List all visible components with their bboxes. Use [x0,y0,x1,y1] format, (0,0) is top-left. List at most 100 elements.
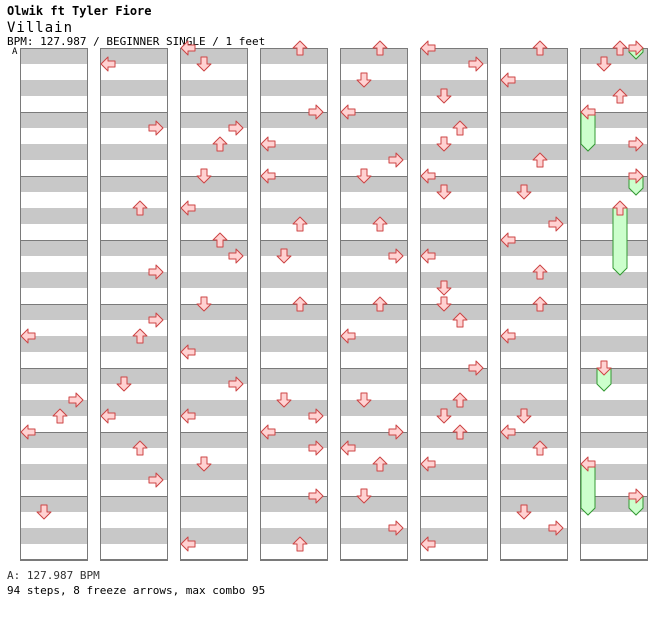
beat-stripe [100,368,168,384]
step-arrow-up [132,200,148,216]
step-arrow-right [228,120,244,136]
beat-stripe [500,464,568,480]
bpm-marker-label: A [12,47,18,57]
step-arrow-right [68,392,84,408]
beat-stripe [340,304,408,320]
beat-stripe [260,240,328,256]
step-arrow-left [500,72,516,88]
step-arrow-up [532,440,548,456]
beat-stripe [500,432,568,448]
beat-stripe [420,208,488,224]
step-arrow-left [180,40,196,56]
beat-stripe [20,432,88,448]
beat-stripe [580,432,648,448]
beat-stripe [580,144,648,160]
step-arrow-right [228,376,244,392]
step-arrow-down [196,168,212,184]
beat-stripe [260,528,328,544]
beat-stripe [340,432,408,448]
beat-stripe [20,400,88,416]
beat-stripe [260,400,328,416]
column-border [420,48,488,560]
chart-columns [20,48,648,561]
step-arrow-up [212,232,228,248]
beat-stripe [340,144,408,160]
beat-stripe [340,240,408,256]
beat-stripe [420,336,488,352]
step-arrow-up [292,536,308,552]
step-arrow-left [500,424,516,440]
step-arrow-right [308,440,324,456]
beat-stripe [340,336,408,352]
beat-stripe [580,112,648,128]
beat-stripe [180,240,248,256]
step-arrow-left [100,408,116,424]
beat-stripe [580,272,648,288]
step-arrow-down [436,280,452,296]
step-arrow-up [292,216,308,232]
chart-column [20,48,88,561]
arrow-layer [20,40,644,552]
beat-stripe [180,112,248,128]
beat-stripe [100,496,168,512]
beat-stripe [100,336,168,352]
beat-stripe [340,400,408,416]
step-arrow-right [308,104,324,120]
beat-stripe [100,48,168,64]
step-arrow-up [372,216,388,232]
beat-stripe [500,112,568,128]
bpm-legend: A: 127.987 BPM [7,569,100,582]
beat-stripe [340,528,408,544]
step-arrow-left [100,56,116,72]
freeze-arrow-body [612,207,628,276]
beat-stripe [500,48,568,64]
beat-stripe [420,304,488,320]
beat-stripe [100,144,168,160]
step-arrow-left [420,456,436,472]
step-arrow-right [148,312,164,328]
step-arrow-right [548,520,564,536]
beat-stripe [500,144,568,160]
step-arrow-left [420,248,436,264]
beat-stripe [340,368,408,384]
step-arrow-left [20,424,36,440]
beat-stripe [580,336,648,352]
beat-stripe [420,48,488,64]
beat-stripe [20,496,88,512]
beat-stripe [100,464,168,480]
beat-stripe [20,240,88,256]
beat-stripe [260,368,328,384]
beat-stripe [180,208,248,224]
beat-stripe [340,80,408,96]
step-arrow-left [420,40,436,56]
step-arrow-left [340,104,356,120]
beat-stripe [100,112,168,128]
beat-stripe [340,48,408,64]
step-arrow-right [468,56,484,72]
step-arrow-right [388,424,404,440]
beat-stripe [180,464,248,480]
beat-stripe [340,464,408,480]
beat-stripe [420,496,488,512]
beat-stripe [180,496,248,512]
beat-stripe [100,240,168,256]
step-arrow-up [532,152,548,168]
beat-stripe [20,336,88,352]
beat-stripe [420,112,488,128]
freeze-arrow-head [628,488,644,504]
step-arrow-right [388,248,404,264]
step-arrow-up [132,440,148,456]
step-arrow-down [116,376,132,392]
beat-stripe [260,144,328,160]
step-arrow-left [180,536,196,552]
step-arrow-down [196,456,212,472]
beat-stripe [580,368,648,384]
step-arrow-left [340,328,356,344]
chart-column [500,48,568,561]
step-arrow-down [436,136,452,152]
step-arrow-left [180,408,196,424]
beat-stripe [100,208,168,224]
step-arrow-left [340,440,356,456]
freeze-arrow-head [612,200,628,216]
step-arrow-right [148,264,164,280]
